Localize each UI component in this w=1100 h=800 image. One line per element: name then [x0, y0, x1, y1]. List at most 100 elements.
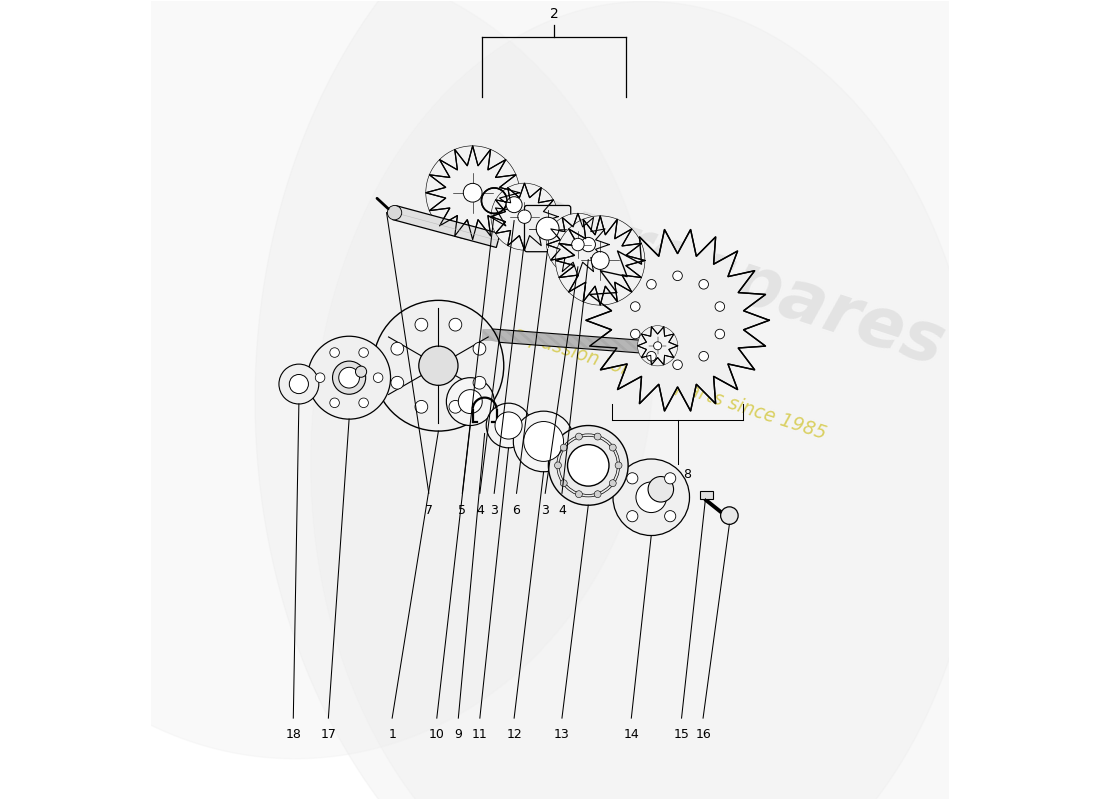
Circle shape: [449, 318, 462, 331]
Text: 3: 3: [541, 504, 549, 517]
Circle shape: [339, 367, 360, 388]
Circle shape: [359, 398, 369, 407]
Polygon shape: [426, 146, 519, 239]
Text: 15: 15: [673, 729, 690, 742]
Circle shape: [575, 433, 582, 440]
Text: 11: 11: [472, 729, 487, 742]
Text: 12: 12: [506, 729, 522, 742]
Circle shape: [463, 183, 482, 202]
Circle shape: [572, 238, 584, 250]
Text: 16: 16: [695, 729, 711, 742]
Polygon shape: [255, 0, 1100, 800]
Circle shape: [373, 373, 383, 382]
Circle shape: [330, 348, 340, 358]
Circle shape: [613, 459, 690, 535]
Text: a passion for rare parts since 1985: a passion for rare parts since 1985: [510, 324, 828, 444]
Circle shape: [647, 279, 657, 289]
Circle shape: [486, 403, 531, 448]
Circle shape: [547, 214, 609, 276]
Circle shape: [627, 510, 638, 522]
Text: 8: 8: [683, 468, 691, 481]
Text: 10: 10: [429, 729, 444, 742]
Text: 7: 7: [425, 504, 432, 517]
Circle shape: [491, 183, 558, 250]
Circle shape: [594, 433, 601, 440]
Circle shape: [647, 351, 657, 361]
Circle shape: [308, 336, 390, 419]
Circle shape: [554, 462, 561, 469]
Circle shape: [355, 366, 366, 378]
Circle shape: [426, 146, 519, 239]
Circle shape: [536, 217, 559, 240]
Circle shape: [279, 364, 319, 404]
Circle shape: [653, 342, 661, 350]
Circle shape: [415, 318, 428, 331]
Circle shape: [609, 444, 616, 451]
Text: 1: 1: [388, 729, 396, 742]
Circle shape: [390, 342, 404, 355]
Circle shape: [592, 251, 609, 270]
Circle shape: [698, 279, 708, 289]
Circle shape: [664, 473, 675, 484]
Circle shape: [473, 376, 486, 389]
Circle shape: [332, 361, 365, 394]
Text: 18: 18: [285, 729, 301, 742]
Circle shape: [594, 490, 601, 498]
Text: 3: 3: [491, 504, 498, 517]
Circle shape: [673, 360, 682, 370]
Polygon shape: [638, 326, 678, 365]
Circle shape: [664, 510, 675, 522]
Circle shape: [498, 189, 530, 221]
Circle shape: [359, 348, 369, 358]
Polygon shape: [586, 230, 769, 411]
Circle shape: [575, 490, 582, 498]
Circle shape: [673, 271, 682, 281]
Circle shape: [447, 378, 494, 426]
Circle shape: [648, 477, 673, 502]
Text: 14: 14: [624, 729, 639, 742]
Circle shape: [415, 401, 428, 413]
Circle shape: [715, 302, 725, 311]
Circle shape: [568, 445, 609, 486]
Circle shape: [514, 411, 574, 472]
Circle shape: [330, 398, 340, 407]
Circle shape: [524, 422, 563, 462]
Polygon shape: [547, 214, 609, 276]
Text: 2: 2: [550, 7, 559, 22]
Circle shape: [638, 326, 678, 366]
Circle shape: [560, 480, 568, 486]
Polygon shape: [556, 216, 645, 305]
Circle shape: [473, 342, 486, 355]
Circle shape: [289, 374, 308, 394]
Circle shape: [373, 300, 504, 431]
Circle shape: [613, 255, 742, 386]
Polygon shape: [491, 183, 558, 250]
Circle shape: [316, 373, 324, 382]
Circle shape: [627, 473, 638, 484]
FancyBboxPatch shape: [525, 206, 571, 252]
Polygon shape: [393, 206, 500, 247]
Circle shape: [518, 210, 531, 223]
Circle shape: [630, 302, 640, 311]
Circle shape: [581, 238, 595, 252]
FancyBboxPatch shape: [700, 491, 713, 499]
Polygon shape: [311, 2, 980, 800]
Circle shape: [390, 376, 404, 389]
Circle shape: [449, 401, 462, 413]
Circle shape: [560, 444, 568, 451]
Circle shape: [615, 462, 622, 469]
Polygon shape: [0, 0, 653, 758]
Text: 13: 13: [554, 729, 570, 742]
Circle shape: [609, 480, 616, 486]
Circle shape: [459, 390, 482, 414]
Circle shape: [556, 216, 645, 305]
Text: 17: 17: [320, 729, 337, 742]
Text: 4: 4: [558, 504, 565, 517]
Circle shape: [387, 206, 402, 220]
Circle shape: [630, 330, 640, 338]
Polygon shape: [482, 328, 662, 354]
Circle shape: [698, 351, 708, 361]
Circle shape: [720, 507, 738, 524]
Circle shape: [715, 330, 725, 338]
Circle shape: [573, 230, 604, 260]
